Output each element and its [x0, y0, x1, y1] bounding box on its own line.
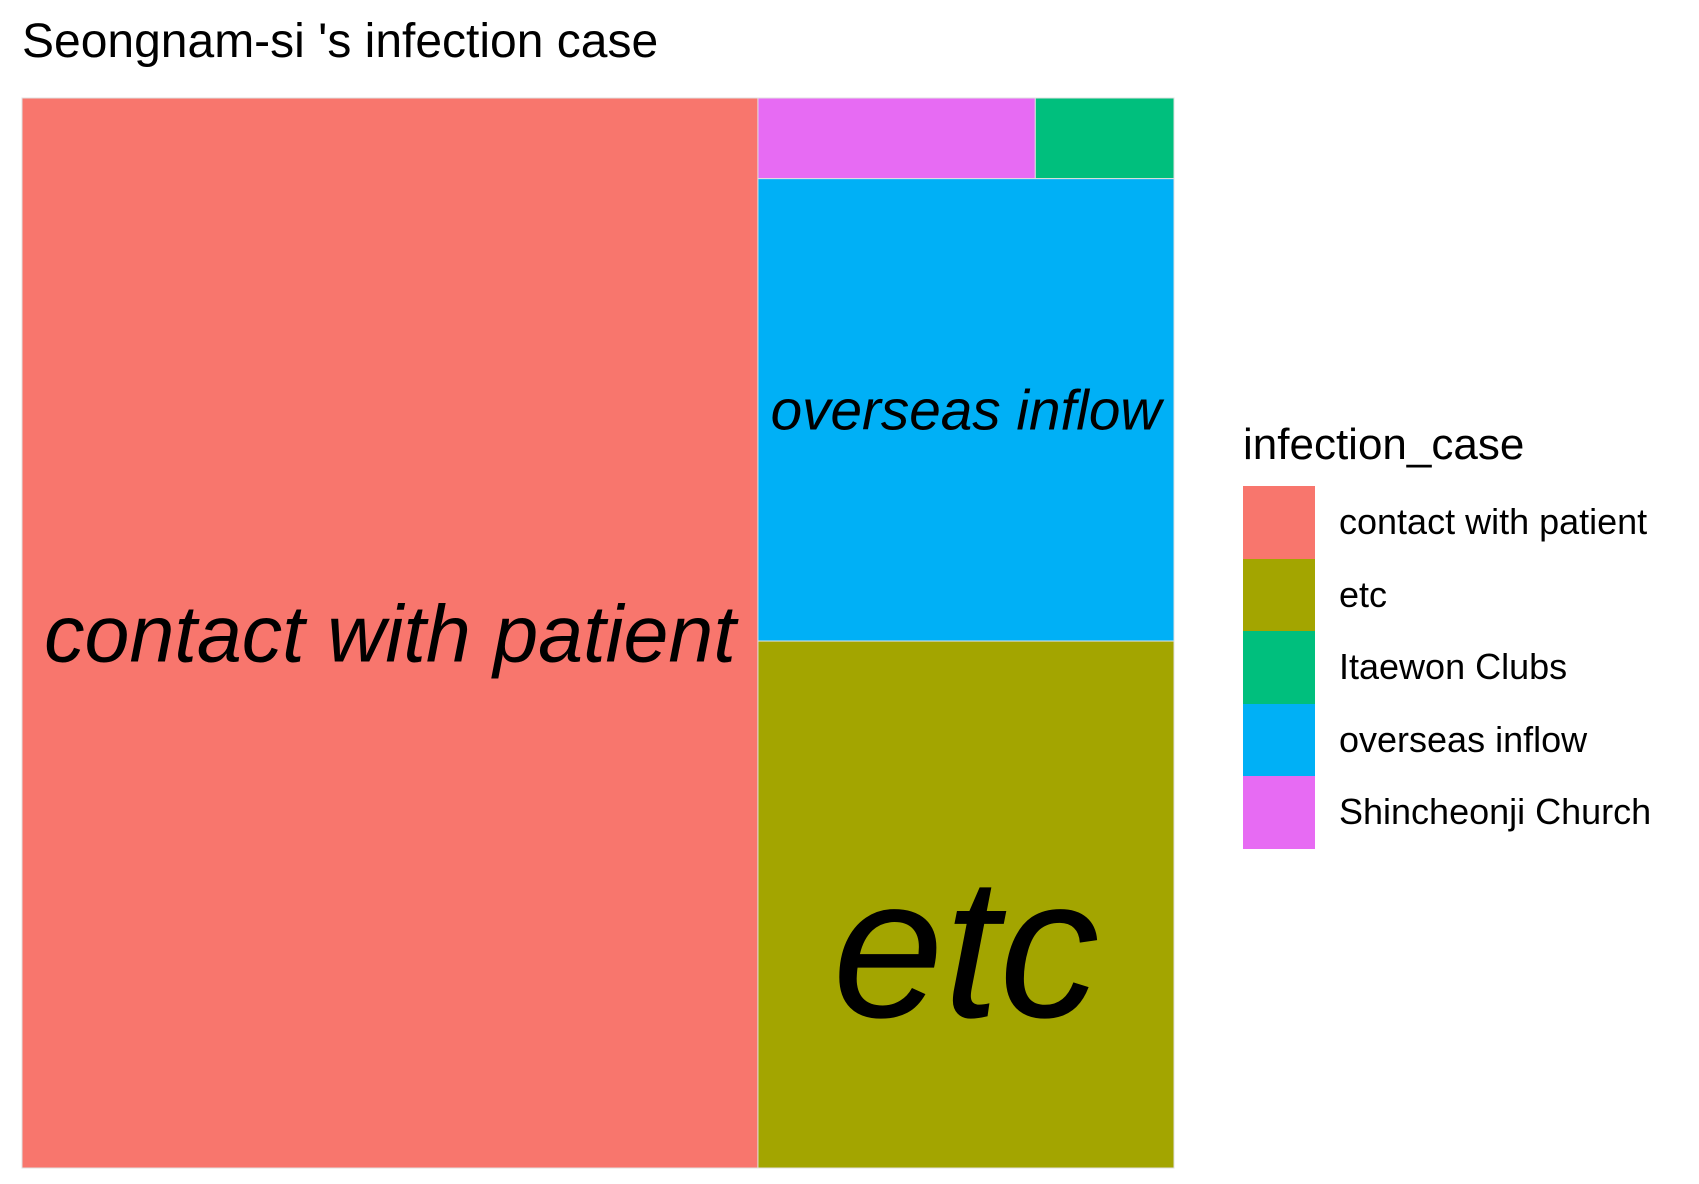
- legend-title: infection_case: [1243, 420, 1525, 469]
- legend-label-etc: etc: [1339, 573, 1388, 615]
- tile-contact-with-patient: [21, 97, 759, 1169]
- legend-swatch-overseas-inflow: [1243, 703, 1315, 776]
- legend-items: contact with patient etc Itaewon Clubs over…: [1243, 486, 1651, 849]
- legend-label-contact-with-patient: contact with patient: [1339, 501, 1648, 543]
- legend: infection_case contact with patient etc It…: [1243, 420, 1651, 849]
- legend-item-shincheonji-church: Shincheonji Church: [1243, 776, 1651, 849]
- chart-title: Seongnam-si 's infection case: [22, 15, 659, 68]
- legend-item-etc: etc: [1243, 558, 1651, 631]
- legend-swatch-shincheonji-church: [1243, 776, 1315, 849]
- legend-swatch-itaewon-clubs: [1243, 631, 1315, 704]
- legend-label-itaewon-clubs: Itaewon Clubs: [1339, 646, 1568, 688]
- legend-swatch-contact-with-patient: [1243, 486, 1315, 559]
- legend-item-overseas-inflow: overseas inflow: [1243, 703, 1651, 776]
- tile-shincheonji-church: [757, 97, 1036, 180]
- legend-item-itaewon-clubs: Itaewon Clubs: [1243, 631, 1651, 704]
- legend-label-overseas-inflow: overseas inflow: [1339, 718, 1588, 760]
- tile-overseas-inflow: [757, 178, 1175, 642]
- legend-item-contact-with-patient: contact with patient: [1243, 486, 1651, 559]
- tile-label-contact-with-patient: contact with patient: [44, 589, 739, 679]
- legend-label-shincheonji-church: Shincheonji Church: [1339, 791, 1652, 833]
- tile-label-overseas-inflow: overseas inflow: [771, 380, 1165, 443]
- legend-swatch-etc: [1243, 558, 1315, 631]
- tile-etc: [757, 640, 1175, 1169]
- tile-label-etc: etc: [833, 837, 1100, 1060]
- tile-itaewon-clubs: [1034, 97, 1175, 180]
